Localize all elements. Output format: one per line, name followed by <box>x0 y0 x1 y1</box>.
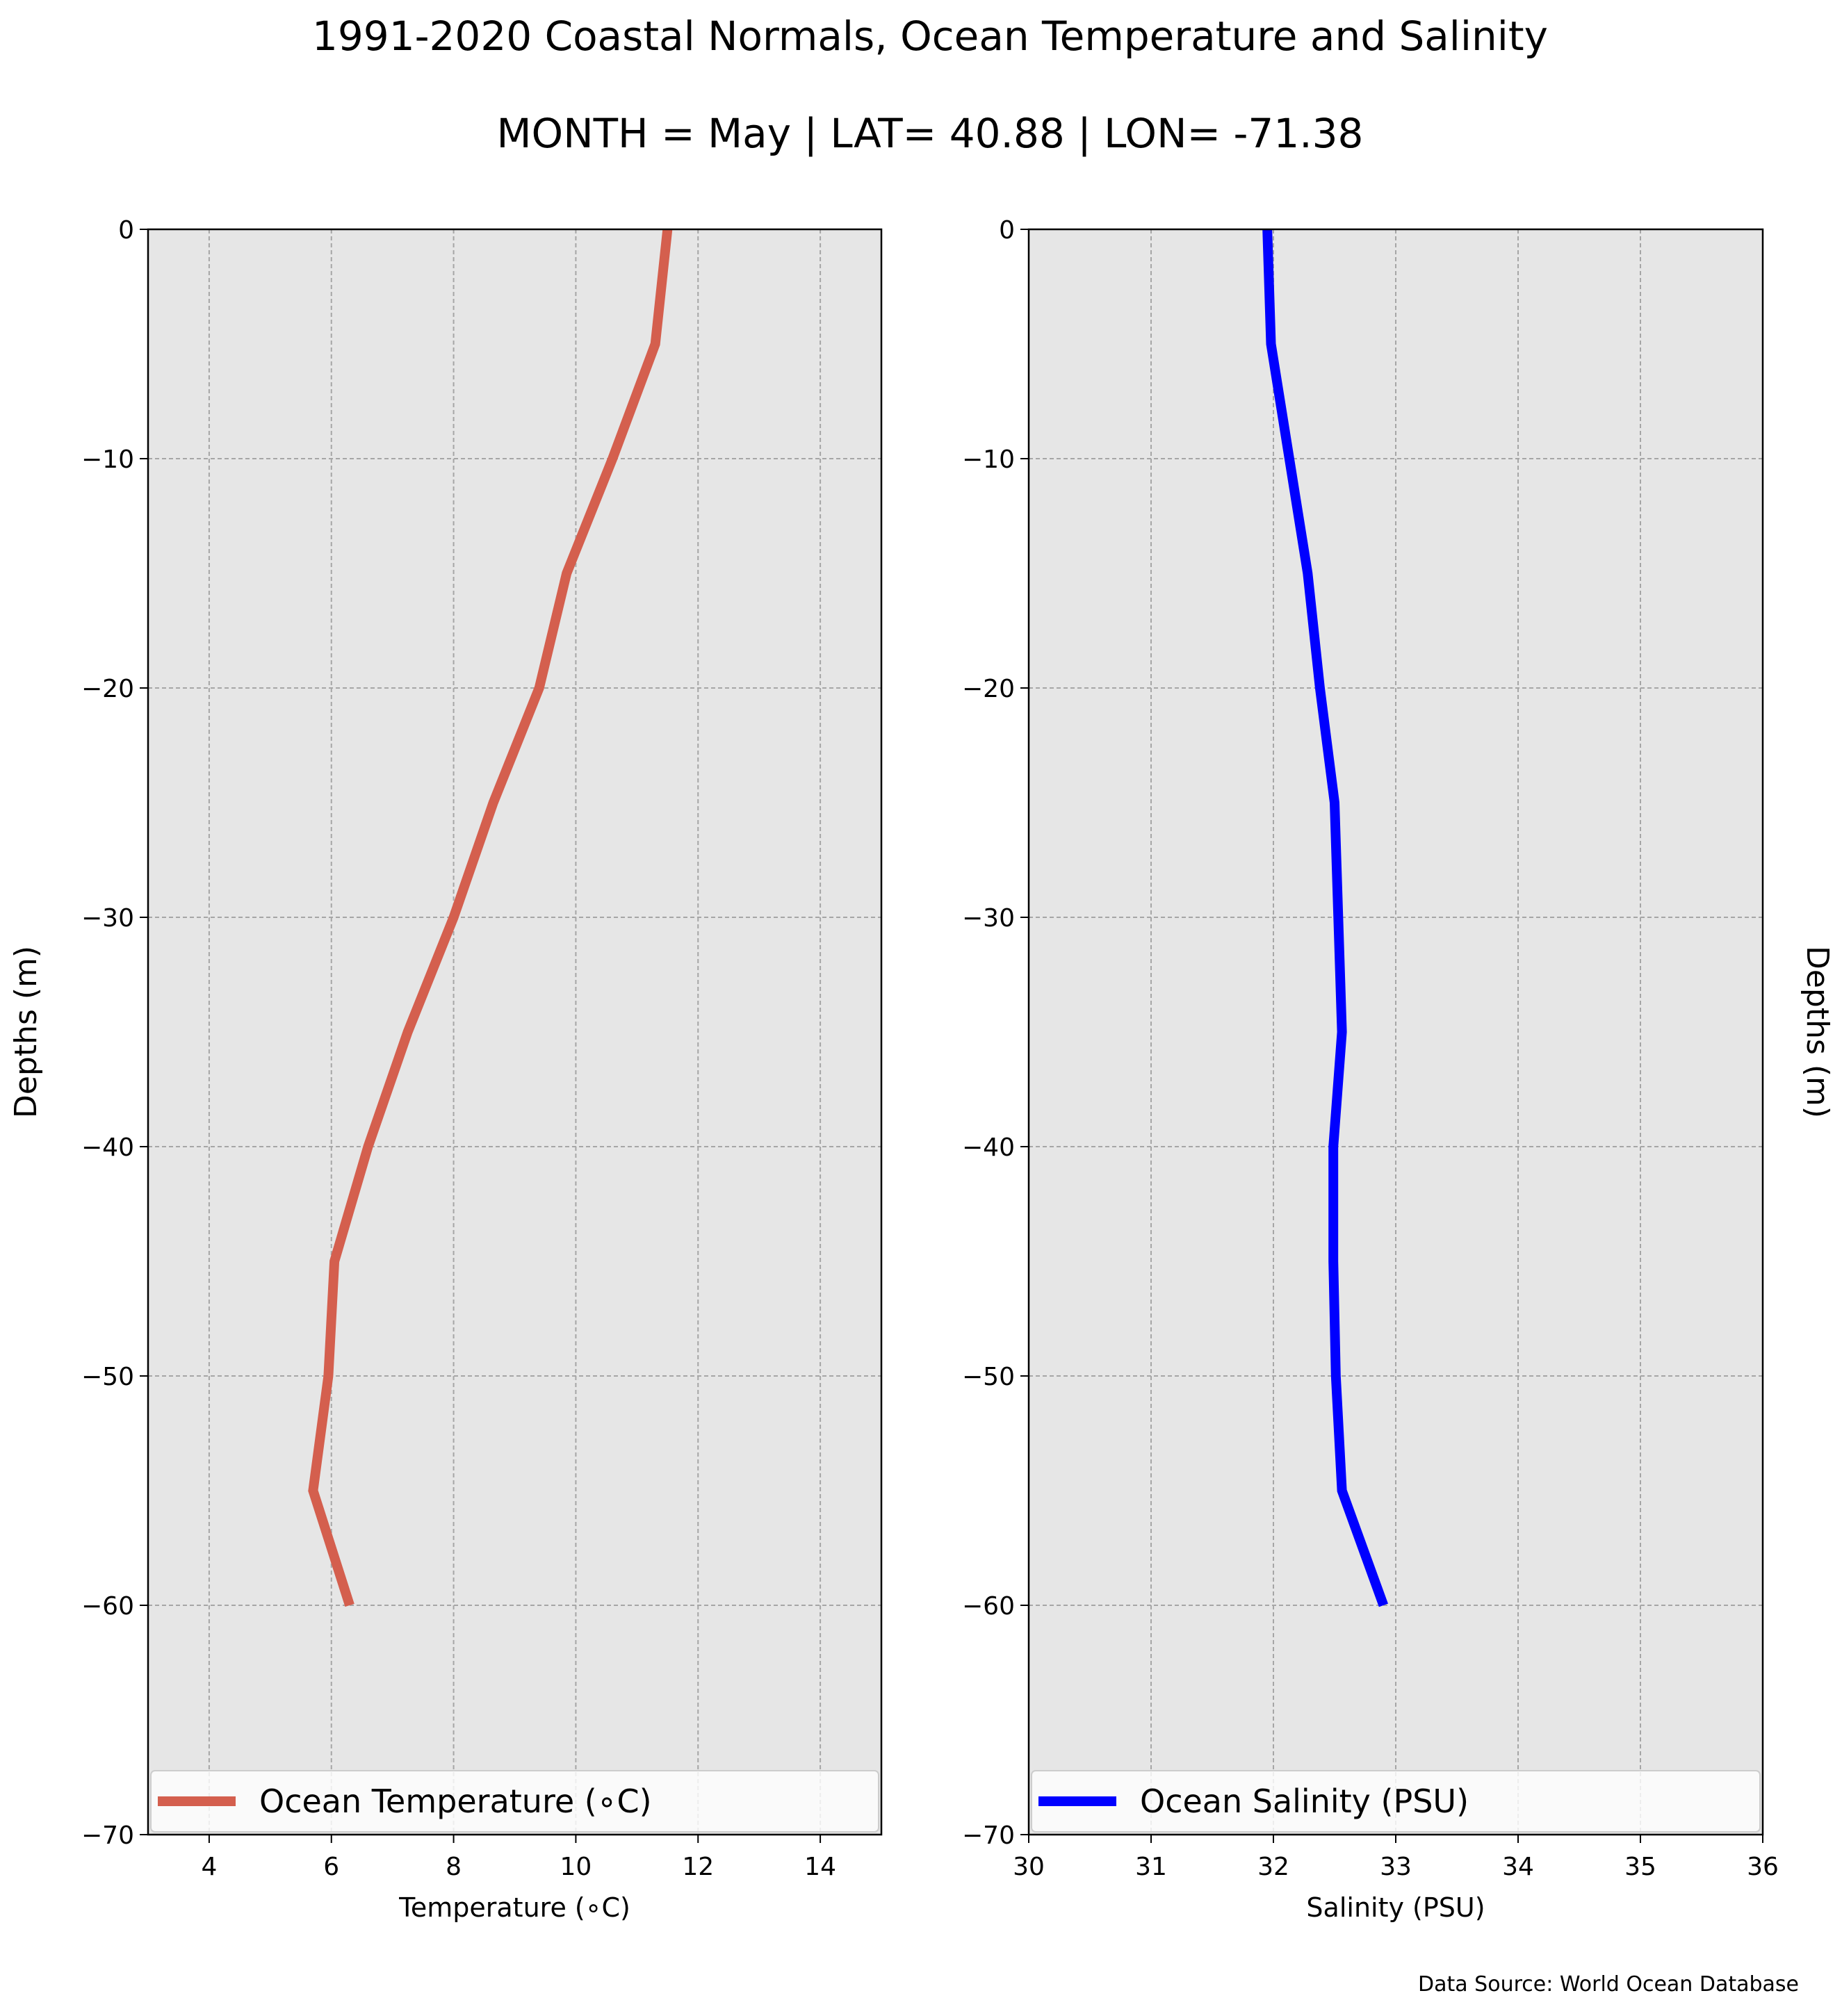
sal-ytick-label: −40 <box>962 1133 1015 1162</box>
sal-ytick-label: −10 <box>962 445 1015 474</box>
temperature-panel: Ocean Temperature (∘C) 4 6 8 10 12 14 0 −10 −20 −3… <box>8 216 883 1923</box>
temp-legend: Ocean Temperature (∘C) <box>150 1770 879 1833</box>
temp-ytick-label: −10 <box>81 445 134 474</box>
figure-title: 1991-2020 Coastal Normals, Ocean Tempera… <box>312 13 1548 60</box>
temp-ytick-label: −30 <box>81 904 134 933</box>
temp-yaxis-label: Depths (m) <box>8 946 44 1118</box>
sal-ytick-label: −60 <box>962 1592 1015 1621</box>
temp-legend-label: Ocean Temperature (∘C) <box>259 1783 652 1820</box>
temp-xtick-label: 12 <box>682 1853 714 1881</box>
temp-xtick-label: 14 <box>804 1853 836 1881</box>
salinity-panel: Ocean Salinity (PSU) 30 31 32 33 34 35 36 0 −10 −2… <box>962 216 1835 1923</box>
sal-ytick-label: 0 <box>999 216 1015 245</box>
sal-xaxis-label: Salinity (PSU) <box>1306 1892 1485 1923</box>
temp-ytick-label: −20 <box>81 675 134 703</box>
temp-series-line <box>308 229 673 1607</box>
sal-legend-label: Ocean Salinity (PSU) <box>1140 1783 1469 1820</box>
temp-xaxis-label: Temperature (∘C) <box>398 1892 630 1923</box>
temp-xtick-label: 8 <box>446 1853 462 1881</box>
temp-axes-frame <box>147 228 883 1836</box>
temp-ytick-label: −60 <box>81 1592 134 1621</box>
temp-ytick-label: −70 <box>81 1821 134 1850</box>
sal-legend: Ocean Salinity (PSU) <box>1031 1770 1761 1833</box>
sal-ytick-label: −20 <box>962 675 1015 703</box>
temp-ytick-label: −40 <box>81 1133 134 1162</box>
sal-xtick-label: 36 <box>1747 1853 1779 1881</box>
temp-xtick-label: 10 <box>560 1853 592 1881</box>
sal-ytick-label: −50 <box>962 1363 1015 1391</box>
source-note: Data Source: World Ocean Database <box>1418 1972 1799 1997</box>
sal-yaxis-label: Depths (m) <box>1800 946 1835 1118</box>
sal-xtick-label: 33 <box>1380 1853 1412 1881</box>
figure-subtitle: MONTH = May | LAT= 40.88 | LON= -71.38 <box>497 110 1364 157</box>
sal-xtick-label: 30 <box>1013 1853 1045 1881</box>
temp-ytick-label: 0 <box>118 216 134 245</box>
sal-legend-box <box>1031 1770 1761 1833</box>
sal-xtick-label: 35 <box>1624 1853 1656 1881</box>
sal-ytick-label: −30 <box>962 904 1015 933</box>
sal-xtick-label: 34 <box>1502 1853 1534 1881</box>
sal-xtick-label: 32 <box>1257 1853 1289 1881</box>
temp-xtick-label: 6 <box>323 1853 339 1881</box>
temp-xtick-label: 4 <box>201 1853 217 1881</box>
sal-ytick-label: −70 <box>962 1821 1015 1850</box>
sal-series-line <box>1262 229 1388 1607</box>
temp-ytick-label: −50 <box>81 1363 134 1391</box>
temp-plot-area <box>148 229 881 1835</box>
sal-xtick-label: 31 <box>1135 1853 1167 1881</box>
temp-legend-box <box>150 1770 879 1833</box>
